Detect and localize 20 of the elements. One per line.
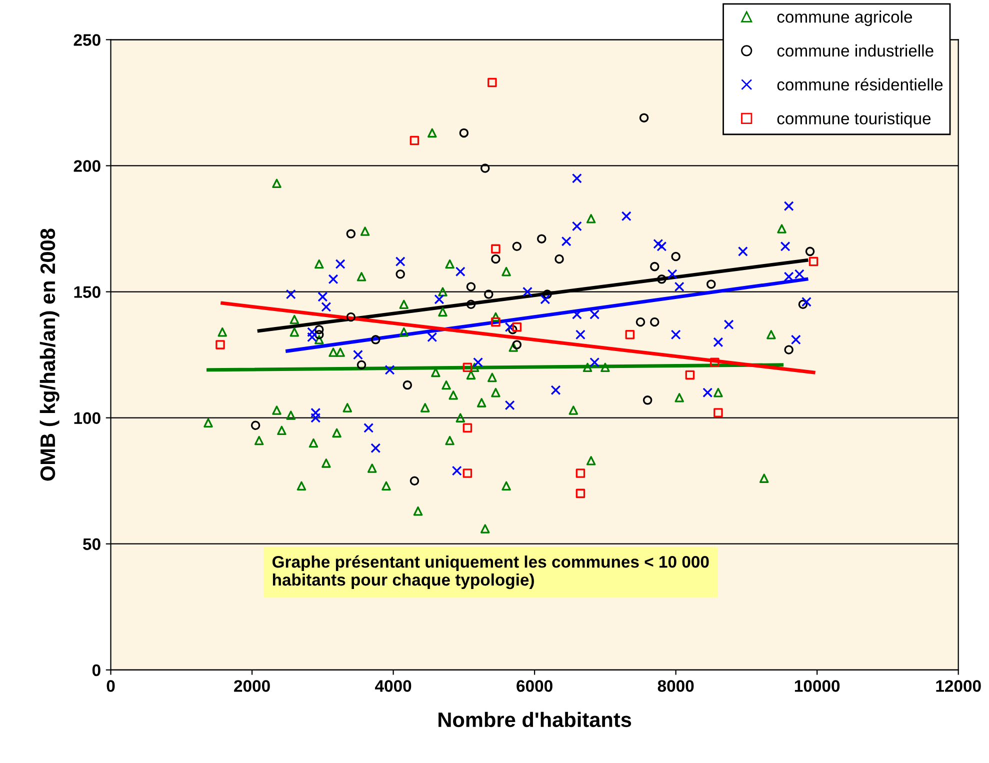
y-tick-label: 100 [74, 412, 100, 424]
x-tick-label: 8000 [658, 680, 694, 692]
annotation: Graphe présentant uniquement les communes < 10 000 habitants pour chaque typologie) [272, 555, 709, 590]
y-tick-label: 150 [74, 286, 100, 298]
y-tick-label: 50 [83, 538, 100, 550]
x-tick-label: 2000 [234, 680, 270, 692]
x-tick-label: 0 [106, 680, 115, 692]
y-axis-title: OMB ( kg/hab/an) en 2008 [40, 228, 60, 481]
legend-label: commune industrielle [777, 44, 934, 57]
x-tick-label: 4000 [375, 680, 412, 692]
legend-label: commune résidentielle [777, 78, 943, 91]
x-axis-title: Nombre d'habitants [438, 712, 632, 728]
x-tick-label: 6000 [516, 680, 552, 692]
x-tick-label: 10000 [794, 680, 840, 692]
y-tick-label: 250 [74, 34, 100, 46]
legend-label: commune agricole [777, 10, 912, 26]
x-tick-label: 12000 [936, 680, 981, 692]
y-tick-label: 0 [92, 664, 100, 676]
y-tick-label: 200 [74, 160, 100, 172]
legend-label: commune touristique [777, 112, 931, 128]
